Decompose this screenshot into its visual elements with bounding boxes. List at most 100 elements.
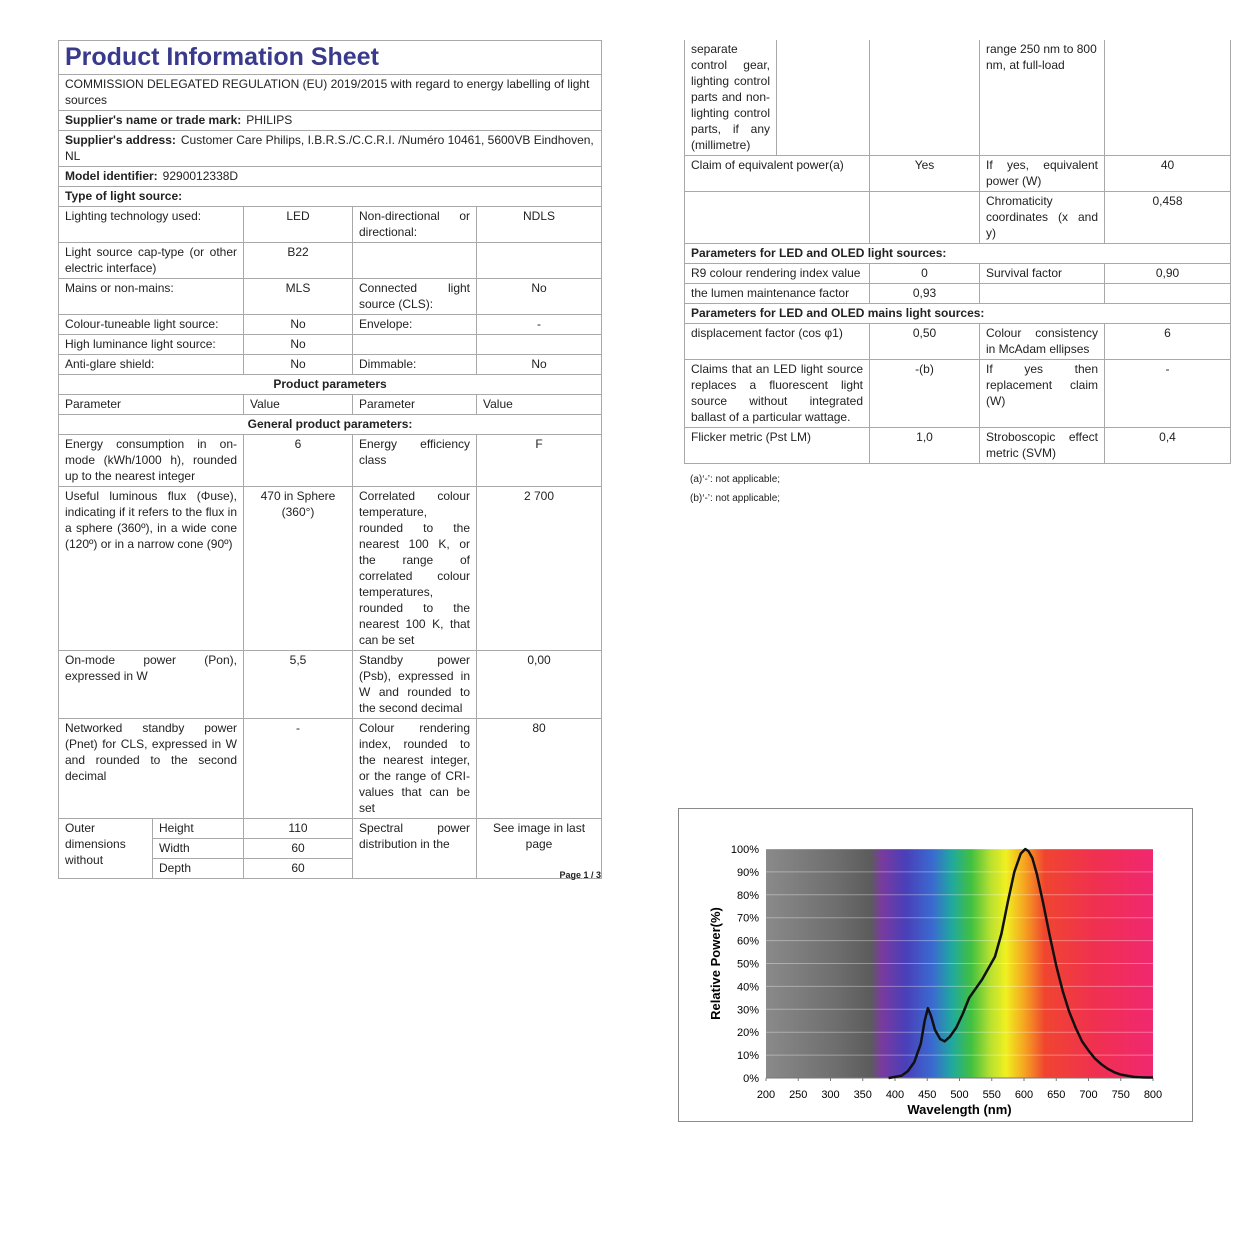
table-cell	[869, 191, 980, 244]
footnote: (b)‘-’: not applicable;	[690, 493, 781, 504]
table-cell: Envelope:	[352, 314, 477, 335]
y-tick-label: 80%	[737, 890, 759, 902]
field-value: 9290012338D	[162, 169, 239, 183]
info-table-continued: separate control gear, lighting control …	[684, 40, 1231, 464]
y-tick-label: 90%	[737, 867, 759, 879]
table-cell	[352, 334, 477, 355]
table-cell: B22	[243, 242, 353, 279]
table-row: displacement factor (cos φ1) 0,50 Colour c…	[684, 323, 1231, 360]
table-cell: Parameter	[58, 394, 244, 415]
table-cell: 0,00	[475, 650, 603, 719]
table-cell: Value	[475, 394, 603, 415]
table-row: Networked standby power (Pnet) for CLS, …	[58, 718, 603, 819]
table-cell: Light source cap-type (or other electric…	[58, 242, 244, 279]
table-cell: Yes	[869, 155, 980, 192]
spectrum-chart: 0% 10% 20% 30% 40% 50% 60% 70% 80% 90% 100% 200 250 3…	[678, 808, 1193, 1122]
x-tick-label: 300	[821, 1089, 839, 1101]
x-tick-label: 250	[789, 1089, 807, 1101]
x-tick-label: 750	[1112, 1089, 1130, 1101]
table-cell: Parameters for LED and OLED light source…	[684, 243, 1231, 264]
table-cell: COMMISSION DELEGATED REGULATION (EU) 201…	[57, 74, 603, 111]
table-cell: NDLS	[475, 206, 603, 243]
table-cell: -	[475, 314, 603, 335]
table-cell: F	[475, 434, 603, 487]
table-row: COMMISSION DELEGATED REGULATION (EU) 201…	[57, 74, 603, 111]
x-tick-label: 450	[918, 1089, 936, 1101]
table-cell: R9 colour rendering index value	[684, 263, 870, 284]
table-cell: See image in last page	[475, 818, 603, 879]
table-row: Type of light source:	[57, 186, 603, 207]
table-cell: Claim of equivalent power(a)	[684, 155, 870, 192]
table-cell: 0,93	[869, 283, 980, 304]
field-label: Supplier's name or trade mark:	[65, 113, 242, 127]
x-tick-label: 700	[1079, 1089, 1097, 1101]
table-cell: Flicker metric (Pst LM)	[684, 427, 870, 464]
x-tick-label: 650	[1047, 1089, 1065, 1101]
x-tick-label: 800	[1144, 1089, 1162, 1101]
table-row: Chromaticity coordinates (x and y) 0,458	[684, 191, 1231, 244]
table-cell: 0,90	[1104, 263, 1231, 284]
y-tick-label: 100%	[731, 844, 759, 856]
table-cell	[776, 40, 870, 156]
table-cell: On-mode power (Pon), expressed in W	[58, 650, 244, 719]
table-cell: If yes then replacement claim (W)	[979, 359, 1105, 428]
table-cell: Product Information Sheet	[57, 40, 603, 75]
table-cell: 60	[243, 838, 353, 859]
table-cell: Model identifier: 9290012338D	[57, 166, 603, 187]
x-axis-label: Wavelength (nm)	[907, 1102, 1011, 1117]
spectrum-background	[766, 849, 1153, 1078]
y-tick-label: 0%	[743, 1073, 759, 1085]
table-cell: Claims that an LED light source replaces…	[684, 359, 870, 428]
table-cell: Anti-glare shield:	[58, 354, 244, 375]
table-cell: Survival factor	[979, 263, 1105, 284]
table-row: Lighting technology used: LED Non-directio…	[58, 206, 603, 243]
table-cell	[352, 242, 477, 279]
table-cell: Depth	[152, 858, 244, 879]
spectrum-line	[888, 847, 1153, 1080]
table-cell: High luminance light source:	[58, 334, 244, 355]
table-cell: Stroboscopic effect metric (SVM)	[979, 427, 1105, 464]
table-cell: Standby power (Psb), expressed in W and …	[352, 650, 477, 719]
table-cell: Type of light source:	[57, 186, 603, 207]
table-cell: Connected light source (CLS):	[352, 278, 477, 315]
table-cell: No	[243, 314, 353, 335]
table-cell	[475, 334, 603, 355]
table-row: Anti-glare shield: No Dimmable: No	[58, 354, 603, 375]
table-cell: the lumen maintenance factor	[684, 283, 870, 304]
table-cell: -(b)	[869, 359, 980, 428]
field-value: Customer Care Philips, I.B.R.S./C.C.R.I.…	[65, 133, 594, 163]
y-tick-label: 10%	[737, 1050, 759, 1062]
table-cell	[1104, 283, 1231, 304]
table-cell: 470 in Sphere (360°)	[243, 486, 353, 651]
table-cell: Networked standby power (Pnet) for CLS, …	[58, 718, 244, 819]
table-cell: If yes, equivalent power (W)	[979, 155, 1105, 192]
field-label: Model identifier:	[65, 169, 158, 183]
table-cell: range 250 nm to 800 nm, at full-load	[979, 40, 1105, 156]
table-cell: Parameter	[352, 394, 477, 415]
x-tick-label: 500	[950, 1089, 968, 1101]
y-tick-label: 40%	[737, 981, 759, 993]
table-row: the lumen maintenance factor 0,93	[684, 283, 1231, 304]
table-row: Product Information Sheet	[57, 40, 603, 75]
table-cell	[869, 40, 980, 156]
table-cell: 60	[243, 858, 353, 879]
table-cell: No	[475, 354, 603, 375]
table-row: separate control gear, lighting control …	[684, 40, 1231, 156]
table-cell: 0,4	[1104, 427, 1231, 464]
y-tick-label: 50%	[737, 959, 759, 971]
table-row: Light source cap-type (or other electric…	[58, 242, 603, 279]
table-row: Supplier's address: Customer Care Philips…	[57, 130, 603, 167]
table-cell: Lighting technology used:	[58, 206, 244, 243]
table-cell: 5,5	[243, 650, 353, 719]
table-cell: Value	[243, 394, 353, 415]
y-axis-label: Relative Power(%)	[708, 907, 723, 1020]
table-cell: Chromaticity coordinates (x and y)	[979, 191, 1105, 244]
table-row: Supplier's name or trade mark: PHILIPS	[57, 110, 603, 131]
table-cell: Spectral power distribution in the	[352, 818, 477, 879]
table-cell: MLS	[243, 278, 353, 315]
table-row: General product parameters:	[57, 414, 603, 435]
table-cell: No	[243, 334, 353, 355]
table-row: Mains or non-mains: MLS Connected light so…	[58, 278, 603, 315]
table-cell	[475, 242, 603, 279]
